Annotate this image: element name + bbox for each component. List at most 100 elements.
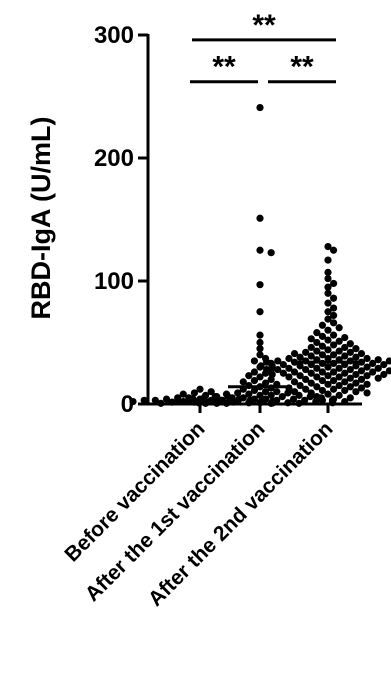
data-point — [261, 388, 270, 396]
data-point — [267, 399, 275, 407]
data-point — [352, 345, 360, 353]
data-point — [302, 348, 310, 356]
data-point — [313, 338, 321, 347]
data-point — [346, 348, 354, 356]
y-tick-label: 300 — [94, 22, 134, 49]
data-point — [329, 331, 338, 339]
data-point — [234, 389, 242, 397]
data-point — [313, 393, 321, 401]
data-point — [324, 372, 332, 380]
data-point — [324, 268, 332, 276]
data-point — [267, 249, 275, 257]
data-point — [385, 367, 391, 375]
data-point — [296, 362, 304, 370]
data-point — [313, 383, 321, 391]
data-point — [211, 393, 219, 401]
data-point — [278, 393, 286, 401]
data-point — [318, 321, 327, 329]
data-point — [335, 381, 343, 390]
data-point — [369, 359, 377, 368]
data-point — [274, 365, 282, 374]
data-point — [179, 390, 187, 398]
data-point — [329, 377, 338, 385]
data-point — [329, 279, 338, 288]
data-point — [341, 352, 349, 360]
y-axis-label: RBD-IgA (U/mL) — [26, 117, 56, 320]
data-point — [335, 391, 343, 399]
data-point — [279, 361, 287, 369]
data-point — [245, 372, 253, 380]
data-point — [222, 390, 231, 398]
data-point — [335, 337, 343, 345]
data-point — [239, 394, 247, 402]
data-point — [250, 357, 259, 365]
data-point — [324, 363, 332, 371]
data-point — [267, 391, 275, 399]
data-point — [307, 379, 315, 387]
data-point — [256, 373, 264, 381]
data-point — [346, 374, 354, 382]
data-point — [324, 346, 332, 354]
data-point — [250, 368, 259, 376]
data-point — [324, 283, 332, 291]
data-point — [263, 358, 271, 366]
y-tick-label: 200 — [94, 145, 134, 172]
data-point — [318, 368, 327, 376]
data-point — [302, 365, 310, 374]
data-point — [151, 396, 159, 404]
data-point — [290, 349, 299, 358]
data-point — [329, 341, 338, 349]
data-point — [295, 399, 303, 407]
data-point — [296, 353, 304, 361]
data-point — [329, 385, 338, 393]
data-point — [307, 343, 315, 352]
data-point — [245, 399, 253, 407]
data-point — [341, 397, 349, 406]
data-point — [385, 357, 391, 365]
data-point — [352, 370, 360, 379]
data-point — [190, 389, 199, 397]
data-point — [329, 351, 338, 359]
data-point — [261, 395, 270, 403]
data-point — [352, 362, 360, 370]
y-tick-label: 0 — [121, 391, 134, 418]
data-point — [374, 364, 382, 372]
data-point — [318, 342, 327, 350]
data-point — [357, 349, 366, 358]
data-point — [374, 374, 382, 382]
data-point — [285, 354, 293, 363]
data-point — [256, 338, 264, 347]
data-point — [313, 329, 321, 337]
data-point — [335, 373, 343, 381]
data-point — [313, 347, 321, 355]
data-point — [329, 368, 338, 376]
data-point — [329, 395, 338, 403]
data-point — [256, 345, 264, 353]
data-point — [329, 311, 338, 320]
data-point — [318, 351, 327, 359]
data-point — [301, 396, 309, 404]
data-point — [363, 363, 371, 371]
data-point — [256, 399, 264, 407]
data-point — [318, 332, 327, 340]
data-point — [335, 347, 343, 355]
significance-label: ** — [290, 51, 314, 84]
data-point — [307, 335, 315, 343]
data-point — [256, 351, 264, 359]
data-point — [284, 399, 292, 407]
data-point — [207, 388, 215, 396]
data-point — [285, 373, 293, 381]
data-point — [234, 397, 242, 406]
data-point — [324, 289, 332, 297]
data-point — [290, 388, 299, 396]
data-point — [302, 375, 310, 383]
data-point — [257, 362, 265, 370]
data-point — [296, 372, 304, 380]
data-point — [369, 368, 377, 376]
data-point — [274, 357, 282, 365]
data-point — [296, 381, 304, 390]
data-point — [200, 394, 208, 402]
data-point — [250, 386, 259, 395]
